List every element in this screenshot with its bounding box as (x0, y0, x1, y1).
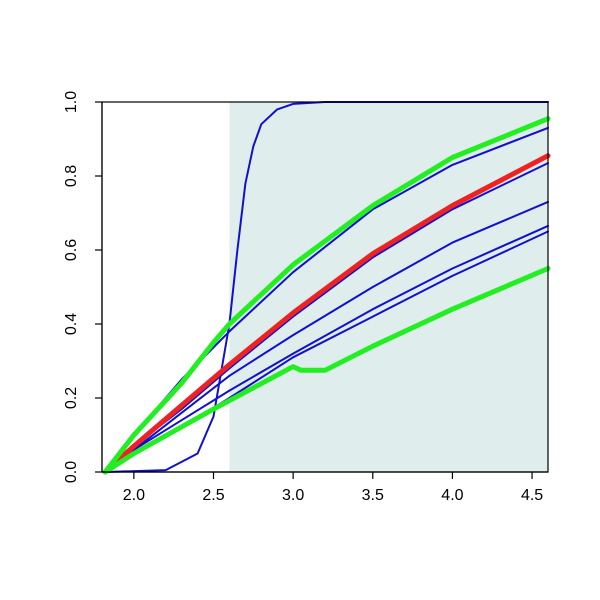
y-tick-label: 0.6 (63, 239, 80, 261)
y-tick-label: 0.2 (63, 387, 80, 409)
axes: 2.0 2.5 3.0 3.5 4.0 4.5 0.0 0.2 0.4 0.6 0.8 1.0 (63, 91, 549, 504)
series-line-red-6 (102, 153, 551, 475)
x-tick-label: 2.0 (123, 487, 145, 504)
series-line-blue-4 (104, 224, 549, 473)
y-tick-label: 1.0 (63, 91, 80, 113)
x-tick-label: 3.0 (282, 487, 304, 504)
x-tick-label: 4.0 (441, 487, 463, 504)
y-tick-label: 0.8 (63, 165, 80, 187)
series-line-blue-3 (104, 200, 549, 473)
x-tick-label: 2.5 (202, 487, 224, 504)
shaded-region (229, 102, 548, 472)
series-line-green-7 (102, 116, 551, 475)
x-tick-label: 4.5 (521, 487, 543, 504)
y-tick-label: 0.4 (63, 313, 80, 335)
plot-background (229, 102, 548, 472)
series-line-green-8 (102, 266, 551, 475)
y-tick-label: 0.0 (63, 461, 80, 483)
series-line-blue-0 (104, 101, 549, 473)
series-layer (102, 101, 551, 475)
x-tick-label: 3.5 (362, 487, 384, 504)
